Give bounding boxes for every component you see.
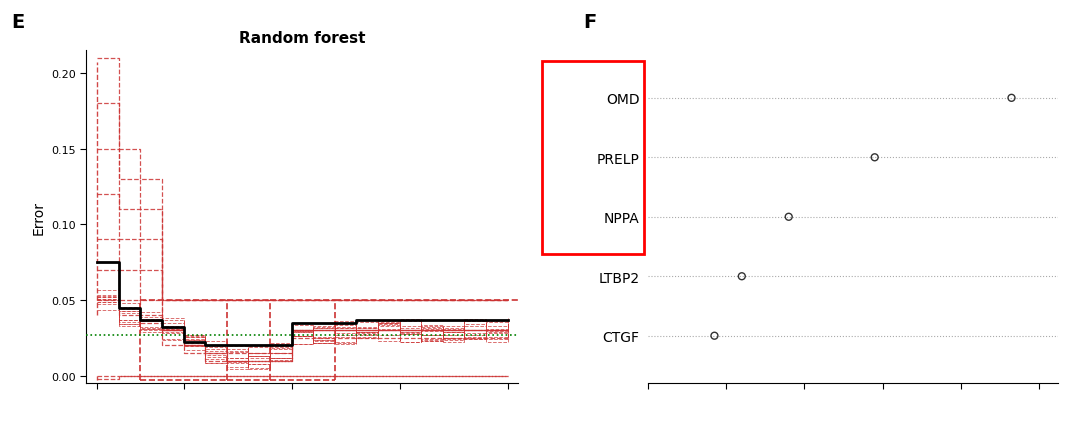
Title: Random forest: Random forest <box>239 31 366 46</box>
Text: F: F <box>583 13 596 32</box>
Bar <box>542 62 644 254</box>
Point <box>733 273 751 280</box>
Point <box>1003 95 1021 102</box>
Point <box>780 214 797 221</box>
Y-axis label: Error: Error <box>31 200 45 234</box>
Text: E: E <box>11 13 24 32</box>
Point <box>866 155 883 161</box>
Point <box>706 333 724 340</box>
